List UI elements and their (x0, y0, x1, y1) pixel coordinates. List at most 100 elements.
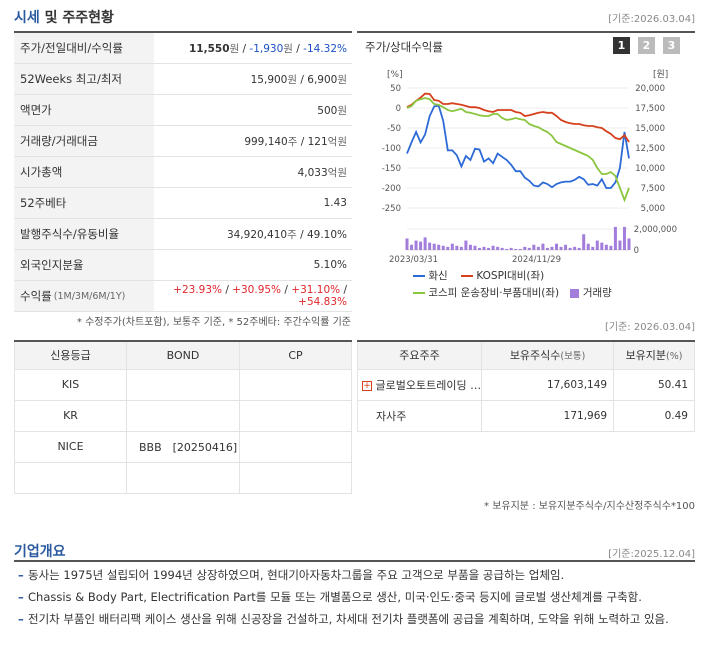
y-left-tick-label: -200 (382, 184, 401, 194)
overview-list: – 동사는 1975년 설립되어 1994년 상장하였으며, 현대기아자동차그룹을… (14, 560, 695, 628)
price-row-label: 발행주식수/유동비율 (14, 219, 154, 249)
volume-bar (586, 243, 590, 250)
ref-date-2: [기준: 2026.03.04] (604, 322, 695, 333)
x-tick-label: 2024/11/29 (512, 255, 561, 265)
chart-period-button-2[interactable]: 2 (638, 37, 655, 54)
volume-bar (555, 243, 559, 250)
right-unit-label: [원] (653, 69, 668, 80)
volume-bar (545, 247, 549, 250)
volume-bar (591, 246, 595, 250)
price-row-value: 11,550원 / -1,930원 / -14.32% (189, 42, 347, 55)
series-line-0 (406, 104, 630, 189)
chart-legend-row1: 화신 KOSPI대비(좌) (413, 268, 544, 283)
y-left-tick-label: -100 (382, 144, 401, 154)
volume-bar (577, 247, 581, 250)
price-row: 외국인지분율 5.10% (14, 250, 352, 281)
volume-bar (527, 247, 531, 250)
table-row: NICE BBB [20250416] (14, 430, 352, 463)
price-row-value: 15,900원 / 6,900원 (250, 73, 347, 86)
price-row-label: 거래량/거래대금 (14, 126, 154, 156)
returns-label: 수익률 (1M/3M/6M/1Y) (14, 281, 154, 311)
price-row-value: 5.10% (313, 259, 347, 271)
volume-bar (446, 246, 450, 250)
shareholders-table: 주요주주 보유주식수(보통) 보유지분(%) + 글로벌오토트레이딩 … 17,… (356, 340, 695, 432)
volume-bar (423, 237, 427, 250)
price-row-value: 4,033억원 (297, 166, 347, 179)
volume-bar (432, 243, 436, 250)
overview-ref-date: [기준:2025.12.04] (608, 549, 695, 560)
volume-bar (419, 241, 423, 250)
expand-icon[interactable]: + (362, 380, 372, 391)
shareholder-name: 자사주 (356, 399, 483, 432)
price-row-value: 500원 (317, 104, 347, 117)
volume-bar (613, 226, 617, 250)
chart-lines (406, 92, 630, 203)
legend-swatch-stock (413, 275, 425, 277)
table-row (14, 461, 352, 494)
chart-period-button-1[interactable]: 1 (613, 37, 630, 54)
volume-bar (441, 245, 445, 250)
bond-cell (126, 461, 240, 494)
price-row: 주가/전일대비/수익률 11,550원 / -1,930원 / -14.32% (14, 33, 352, 64)
volume-bar (482, 246, 486, 250)
shares-cell: 171,969 (481, 399, 615, 432)
volume-bar (468, 244, 472, 250)
y-right-tick-label: 7,500 (641, 184, 665, 194)
cp-cell (239, 430, 352, 463)
agency-cell: NICE (14, 430, 127, 463)
volume-bar (514, 248, 518, 250)
table-row: KIS (14, 368, 352, 401)
y-right-tick-label: 17,500 (635, 104, 665, 114)
shareholder-name-cell: + 글로벌오토트레이딩 … (356, 368, 483, 401)
y-left-tick-label: -150 (382, 164, 401, 174)
overview-title: 기업개요 (14, 544, 66, 560)
list-item: – 동사는 1975년 설립되어 1994년 상장하였으며, 현대기아자동차그룹을… (18, 568, 565, 582)
price-row-label: 액면가 (14, 95, 154, 125)
legend-swatch-volume (570, 288, 580, 298)
price-row-value: 34,920,410주 / 49.10% (226, 228, 347, 241)
cp-cell (239, 461, 352, 494)
table-row: KR (14, 399, 352, 432)
shares-cell: 17,603,149 (481, 368, 615, 401)
price-row-label: 주가/전일대비/수익률 (14, 33, 154, 63)
credit-rating-table: 신용등급 BOND CP KIS KR NICE BBB [20250416] (14, 340, 352, 494)
cp-cell (239, 368, 352, 401)
shareholder-name[interactable]: 글로벌오토트레이딩 … (375, 378, 482, 392)
volume-bar (437, 244, 441, 250)
pct-cell: 0.49 (613, 399, 695, 432)
y-left-tick-label: 50 (390, 84, 401, 94)
volume-bar (505, 248, 509, 250)
volume-bar (477, 247, 481, 250)
table-header: BOND (126, 340, 240, 370)
agency-cell (14, 461, 127, 494)
volume-bar (459, 246, 463, 250)
price-row-label: 시가총액 (14, 157, 154, 187)
bond-cell (126, 399, 240, 432)
chart-period-button-3[interactable]: 3 (663, 37, 680, 54)
x-tick-label: 2023/03/31 (389, 255, 438, 265)
table-row: + 글로벌오토트레이딩 … 17,603,149 50.41 (356, 368, 695, 401)
volume-bar (532, 244, 536, 250)
price-row-value: 1.43 (323, 197, 347, 209)
volume-bar (564, 244, 568, 250)
price-row: 시가총액 4,033억원 (14, 157, 352, 188)
volume-bar (464, 240, 468, 250)
bond-cell: BBB [20250416] (126, 430, 240, 463)
volume-bar (450, 243, 454, 250)
y-right-tick-label: 20,000 (635, 84, 665, 94)
volume-bar (428, 242, 432, 250)
volume-bar (582, 234, 586, 250)
legend-swatch-sector (413, 292, 425, 294)
volume-bar (604, 244, 608, 250)
table-header: 보유주식수(보통) (481, 340, 615, 370)
y-left-tick-label: -50 (387, 124, 401, 134)
price-table: 주가/전일대비/수익률 11,550원 / -1,930원 / -14.32% … (14, 31, 352, 312)
volume-bars (405, 226, 631, 250)
y-right-tick-label: 10,000 (635, 164, 665, 174)
volume-bar (496, 246, 500, 250)
table-header-row: 신용등급 BOND CP (14, 340, 352, 370)
volume-bar (559, 246, 563, 250)
section-title: 시세 및 주주현황 (14, 10, 114, 26)
volume-bar (500, 247, 504, 250)
price-row: 발행주식수/유동비율 34,920,410주 / 49.10% (14, 219, 352, 250)
